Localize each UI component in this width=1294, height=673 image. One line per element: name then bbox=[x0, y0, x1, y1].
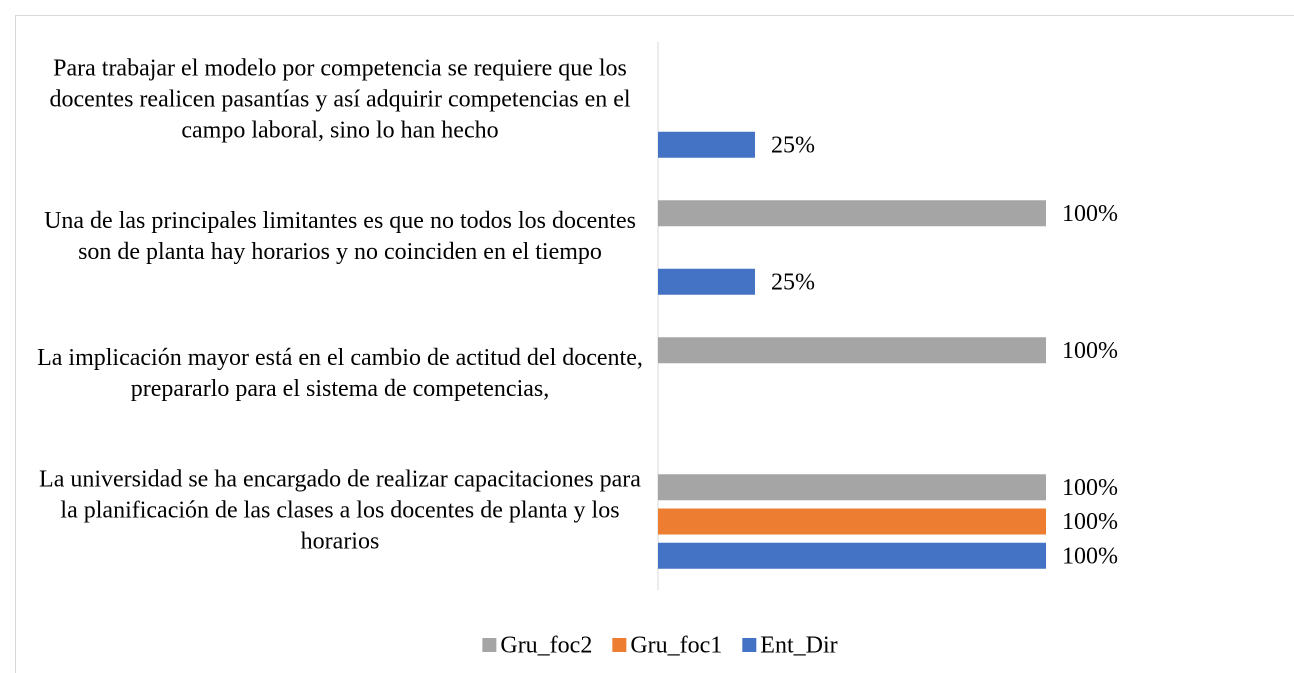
category-label: La implicación mayor está en el cambio d… bbox=[37, 345, 643, 402]
value-label: 100% bbox=[1062, 338, 1118, 364]
bar bbox=[658, 508, 1046, 535]
value-label: 25% bbox=[771, 269, 815, 295]
legend-swatch bbox=[742, 638, 757, 652]
legend-label: Gru_foc2 bbox=[500, 633, 592, 659]
legend-label: Gru_foc1 bbox=[630, 633, 722, 659]
category-label: Una de las principales limitantes es que… bbox=[44, 208, 636, 265]
category-label: La universidad se ha encargado de realiz… bbox=[39, 466, 641, 554]
bar bbox=[658, 542, 1046, 569]
bar bbox=[658, 131, 755, 158]
legend-item: Ent_Dir bbox=[742, 633, 838, 659]
legend-swatch bbox=[482, 638, 497, 652]
chart-frame bbox=[15, 15, 1294, 673]
value-label: 100% bbox=[1062, 475, 1118, 501]
legend-swatch bbox=[612, 638, 627, 652]
bar bbox=[658, 337, 1046, 364]
bar bbox=[658, 268, 755, 295]
bar bbox=[658, 474, 1046, 501]
value-label: 100% bbox=[1062, 201, 1118, 227]
value-label: 25% bbox=[771, 132, 815, 158]
value-label: 100% bbox=[1062, 509, 1118, 535]
category-label: Para trabajar el modelo por competencia … bbox=[49, 55, 630, 143]
bar bbox=[658, 200, 1046, 227]
value-label: 100% bbox=[1062, 543, 1118, 569]
legend-item: Gru_foc1 bbox=[612, 633, 722, 659]
legend-label: Ent_Dir bbox=[760, 633, 837, 659]
legend-item: Gru_foc2 bbox=[482, 633, 592, 659]
